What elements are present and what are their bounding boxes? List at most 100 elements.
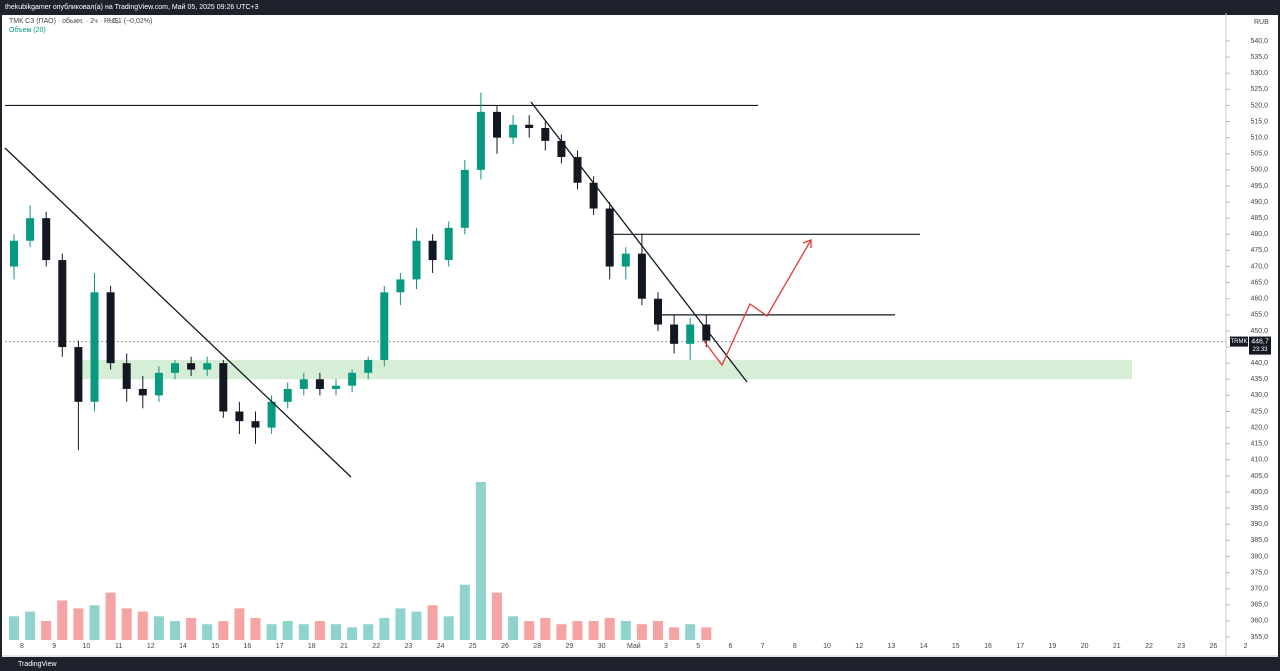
- volume-bar: [105, 592, 116, 640]
- y-tick-label: 515,0: [1250, 118, 1268, 125]
- y-tick-label: 505,0: [1250, 151, 1268, 158]
- y-tick-label: 475,0: [1250, 247, 1268, 254]
- candle-body: [219, 363, 228, 412]
- volume-bar: [588, 621, 599, 640]
- volume-bar: [363, 624, 374, 640]
- x-tick-label: 16: [984, 643, 992, 650]
- y-tick-label: 440,0: [1250, 360, 1268, 367]
- volume-bar: [556, 624, 567, 640]
- candle-body: [251, 421, 260, 428]
- y-tick-label: 530,0: [1250, 70, 1268, 77]
- candle-body: [364, 359, 373, 373]
- volume-bar: [218, 621, 229, 640]
- x-tick-label: Май: [627, 642, 641, 650]
- currency: RUB: [1254, 19, 1269, 26]
- ticker: TRMK: [1231, 339, 1248, 345]
- x-tick-label: 15: [211, 643, 219, 650]
- y-tick-label: 495,0: [1250, 183, 1268, 190]
- candle-body: [444, 227, 453, 261]
- volume-bar: [604, 617, 615, 640]
- y-tick-label: 410,0: [1250, 457, 1268, 464]
- candle-body: [138, 388, 147, 396]
- volume-bar: [427, 605, 438, 640]
- y-tick-label: 360,0: [1250, 618, 1268, 625]
- x-tick-label: 14: [179, 643, 187, 650]
- countdown: 23:33: [1252, 347, 1268, 353]
- volume-bar: [524, 621, 535, 640]
- volume-bar: [347, 627, 358, 640]
- x-tick-label: 22: [372, 643, 380, 650]
- candle-body: [396, 279, 405, 293]
- y-tick-label: 435,0: [1250, 376, 1268, 383]
- candle-body: [686, 324, 695, 344]
- volume-bar: [266, 624, 277, 640]
- volume-bar: [636, 624, 647, 640]
- candle-body: [702, 324, 711, 341]
- candle-body: [605, 208, 614, 267]
- x-tick-label: 24: [437, 643, 445, 650]
- forecast-arrow: [703, 239, 812, 367]
- volume-bar: [572, 621, 583, 640]
- candle-body: [557, 140, 566, 157]
- y-tick-label: 465,0: [1250, 279, 1268, 286]
- volume-bar: [540, 617, 551, 640]
- candle-body: [621, 253, 630, 267]
- y-tick-label: 485,0: [1250, 215, 1268, 222]
- candle-body: [154, 372, 163, 396]
- candle-body: [541, 127, 550, 141]
- y-tick-label: 450,0: [1250, 328, 1268, 335]
- x-tick-label: 17: [1016, 643, 1024, 650]
- candle-body: [267, 401, 276, 428]
- change: −0,1 (−0,02%): [108, 18, 152, 25]
- volume-bar: [701, 627, 712, 640]
- y-tick-label: 455,0: [1250, 312, 1268, 319]
- volume-bar: [508, 616, 519, 640]
- volume-bar: [475, 482, 486, 640]
- x-tick-label: 25: [469, 643, 477, 650]
- y-tick-label: 390,0: [1250, 521, 1268, 528]
- y-tick-label: 400,0: [1250, 489, 1268, 496]
- volume-bar: [121, 608, 132, 640]
- y-tick-label: 525,0: [1250, 86, 1268, 93]
- header: thekubikgamer опубликовал(а) на TradingV…: [5, 3, 259, 11]
- candle-body: [637, 253, 646, 299]
- volume-bar: [411, 611, 422, 640]
- x-tick-label: 12: [855, 643, 863, 650]
- y-tick-label: 405,0: [1250, 473, 1268, 480]
- x-tick-label: 26: [501, 643, 509, 650]
- y-tick-label: 460,0: [1250, 296, 1268, 303]
- y-tick-label: 370,0: [1250, 586, 1268, 593]
- x-tick-label: 11: [115, 643, 122, 650]
- volume-bar: [653, 621, 663, 640]
- price-tag-label: 446,7: [1251, 338, 1269, 345]
- support-zone: [80, 359, 1132, 380]
- candle-body: [235, 411, 244, 422]
- x-tick-label: 23: [405, 643, 413, 650]
- volume-bar: [137, 611, 148, 640]
- candle-body: [299, 379, 308, 389]
- volume-bar: [9, 616, 19, 640]
- candle-body: [315, 379, 324, 389]
- symbol-title: ТМК СЗ (ПАО) · обыкн. · 2ч · RUS: [9, 17, 119, 25]
- candle-body: [670, 324, 679, 344]
- volume-bar: [41, 621, 52, 640]
- y-tick-label: 540,0: [1250, 38, 1268, 45]
- y-tick-label: 480,0: [1250, 231, 1268, 238]
- y-tick-label: 355,0: [1250, 634, 1268, 641]
- volume-bar: [89, 605, 100, 640]
- volume-bar: [202, 624, 213, 640]
- candle-body: [428, 240, 437, 261]
- candle-body: [589, 182, 598, 209]
- candle-body: [380, 292, 389, 360]
- candle-body: [106, 292, 115, 364]
- candle-body: [412, 240, 421, 280]
- volume-bar: [250, 617, 261, 640]
- x-tick-label: 29: [566, 643, 574, 650]
- x-tick-label: 13: [888, 643, 896, 650]
- volume-bar: [298, 624, 309, 640]
- volume-label: Объем (20): [9, 26, 46, 34]
- volume-bar: [73, 608, 84, 640]
- x-tick-label: 2: [1244, 643, 1248, 650]
- volume-bar: [620, 621, 631, 640]
